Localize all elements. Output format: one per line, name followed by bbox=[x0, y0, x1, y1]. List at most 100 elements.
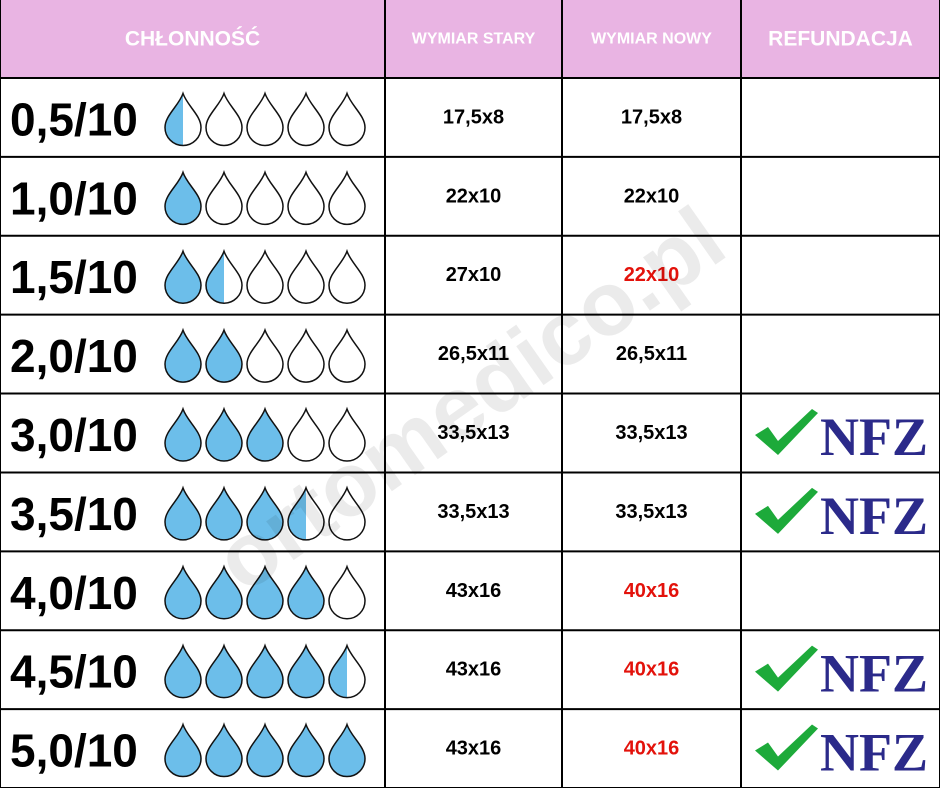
drop-fill bbox=[329, 724, 365, 777]
drop-fill bbox=[206, 330, 242, 383]
drop-fill bbox=[206, 566, 242, 619]
drop-fill bbox=[206, 645, 242, 698]
header-cell: CHŁONNOŚĆ bbox=[125, 27, 260, 51]
old-size: 17,5x8 bbox=[443, 106, 504, 128]
drop-outline bbox=[246, 327, 284, 383]
drop-fill bbox=[165, 645, 201, 698]
drop-outline bbox=[246, 643, 284, 699]
drop-outline bbox=[164, 406, 202, 462]
old-size: 27x10 bbox=[446, 264, 502, 286]
drop-fill bbox=[165, 566, 201, 619]
drop-fill bbox=[206, 409, 242, 461]
drop-outline bbox=[287, 248, 325, 304]
drop-outline bbox=[246, 564, 284, 620]
header-cell: REFUNDACJA bbox=[768, 28, 913, 51]
rating: 1,5/10 bbox=[10, 251, 138, 303]
drop-outline bbox=[328, 91, 366, 147]
drop-fill bbox=[247, 724, 283, 777]
check-mark bbox=[755, 645, 818, 692]
drop-fill bbox=[165, 330, 201, 383]
drop-fill bbox=[329, 645, 347, 698]
old-size: 33,5x13 bbox=[437, 422, 509, 444]
drop-fill bbox=[288, 566, 324, 619]
drop-outline bbox=[328, 169, 366, 226]
drop-fill bbox=[288, 724, 324, 777]
old-size: 26,5x11 bbox=[438, 343, 509, 365]
new-size: 33,5x13 bbox=[615, 422, 687, 444]
new-size: 22x10 bbox=[624, 264, 680, 286]
drop-fill bbox=[165, 409, 201, 461]
drop-outline bbox=[164, 91, 202, 147]
drop-outline bbox=[164, 327, 202, 383]
drop-outline bbox=[287, 643, 325, 699]
drop-fill bbox=[165, 251, 201, 304]
drop-fill bbox=[165, 93, 183, 146]
drop-outline bbox=[205, 722, 243, 778]
drop-fill bbox=[165, 487, 201, 540]
drop-outline bbox=[287, 169, 325, 226]
drop-outline bbox=[287, 327, 325, 383]
drop-outline bbox=[205, 248, 243, 304]
refund: NFZ bbox=[820, 644, 928, 704]
drop-outline bbox=[246, 722, 284, 778]
refund: NFZ bbox=[820, 407, 928, 467]
drop-outline bbox=[164, 169, 202, 226]
check-mark bbox=[755, 724, 818, 771]
refund: NFZ bbox=[820, 723, 928, 783]
drop-fill bbox=[288, 487, 306, 540]
drop-fill bbox=[247, 566, 283, 619]
drop-fill bbox=[206, 724, 242, 777]
rating: 4,5/10 bbox=[10, 646, 138, 698]
rating: 5,0/10 bbox=[10, 725, 138, 777]
rating: 2,0/10 bbox=[10, 330, 138, 382]
new-size: 40x16 bbox=[624, 580, 680, 602]
drop-fill bbox=[165, 172, 201, 225]
drop-outline bbox=[328, 248, 366, 304]
drop-fill bbox=[247, 645, 283, 698]
new-size: 22x10 bbox=[624, 185, 680, 207]
drop-outline bbox=[328, 643, 366, 699]
rating: 0,5/10 bbox=[10, 93, 138, 145]
drop-outline bbox=[205, 643, 243, 699]
drop-outline bbox=[246, 248, 284, 304]
rating: 4,0/10 bbox=[10, 567, 138, 619]
new-size: 40x16 bbox=[624, 738, 680, 760]
drop-fill bbox=[288, 645, 324, 698]
new-size: 33,5x13 bbox=[615, 501, 687, 523]
old-size: 22x10 bbox=[446, 185, 502, 207]
drop-outline bbox=[328, 485, 366, 541]
drop-outline bbox=[164, 643, 202, 699]
old-size: 43x16 bbox=[446, 738, 502, 760]
drop-fill bbox=[165, 724, 201, 777]
drop-outline bbox=[246, 169, 284, 226]
refund: NFZ bbox=[820, 486, 928, 546]
drop-outline bbox=[205, 564, 243, 620]
drop-fill bbox=[247, 409, 283, 461]
drop-outline bbox=[287, 485, 325, 541]
drop-outline bbox=[287, 564, 325, 620]
drop-outline bbox=[328, 327, 366, 383]
rating: 3,5/10 bbox=[10, 488, 138, 540]
drop-outline bbox=[246, 91, 284, 147]
drop-outline bbox=[246, 485, 284, 541]
new-size: 17,5x8 bbox=[621, 106, 682, 128]
drop-outline bbox=[205, 91, 243, 147]
drop-outline bbox=[205, 327, 243, 383]
drop-outline bbox=[164, 248, 202, 304]
drop-outline bbox=[328, 564, 366, 620]
drop-outline bbox=[287, 722, 325, 778]
check-mark bbox=[755, 487, 818, 534]
header-cell: WYMIAR STARY bbox=[412, 31, 536, 48]
new-size: 40x16 bbox=[624, 659, 680, 681]
drop-fill bbox=[206, 487, 242, 540]
drop-outline bbox=[164, 722, 202, 778]
drop-outline bbox=[246, 406, 284, 462]
new-size: 26,5x11 bbox=[616, 343, 687, 365]
drop-fill bbox=[247, 487, 283, 540]
header-bg bbox=[0, 0, 940, 78]
header-cell: WYMIAR NOWY bbox=[591, 31, 712, 48]
drop-outline bbox=[205, 169, 243, 226]
rating: 1,0/10 bbox=[10, 172, 138, 224]
drop-outline bbox=[287, 91, 325, 147]
